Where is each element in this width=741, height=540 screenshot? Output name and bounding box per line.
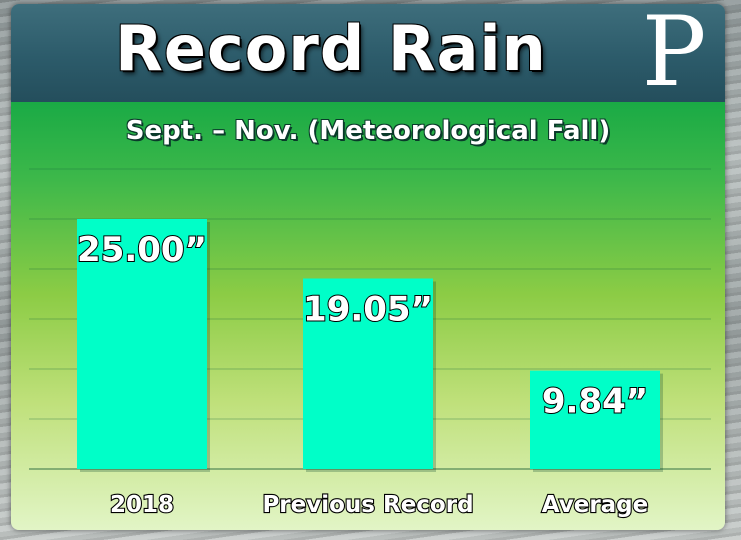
chart-title: Record Rain bbox=[115, 12, 547, 85]
logo-p: P bbox=[641, 4, 707, 108]
bar-previous-record bbox=[303, 278, 433, 469]
bar-value-label: 19.05” bbox=[303, 290, 433, 330]
header-bar: Record Rain P bbox=[11, 4, 725, 108]
category-label: Average bbox=[542, 492, 649, 518]
chart-frame: Record Rain P 25.00” 2018 19.05” Previous R… bbox=[11, 4, 725, 530]
plot-area: 25.00” 2018 19.05” Previous Record 9.84” Aver… bbox=[11, 102, 725, 530]
category-label: 2018 bbox=[110, 492, 174, 518]
bar-average bbox=[530, 370, 660, 469]
bar-chart: 25.00” 2018 19.05” Previous Record 9.84” Aver… bbox=[29, 168, 711, 519]
bar-2018 bbox=[77, 219, 207, 469]
bar-value-label: 25.00” bbox=[77, 230, 207, 270]
bar-value-label: 9.84” bbox=[542, 382, 648, 422]
chart-subtitle: Sept. – Nov. (Meteorological Fall) bbox=[125, 116, 611, 146]
category-label: Previous Record bbox=[262, 492, 473, 518]
